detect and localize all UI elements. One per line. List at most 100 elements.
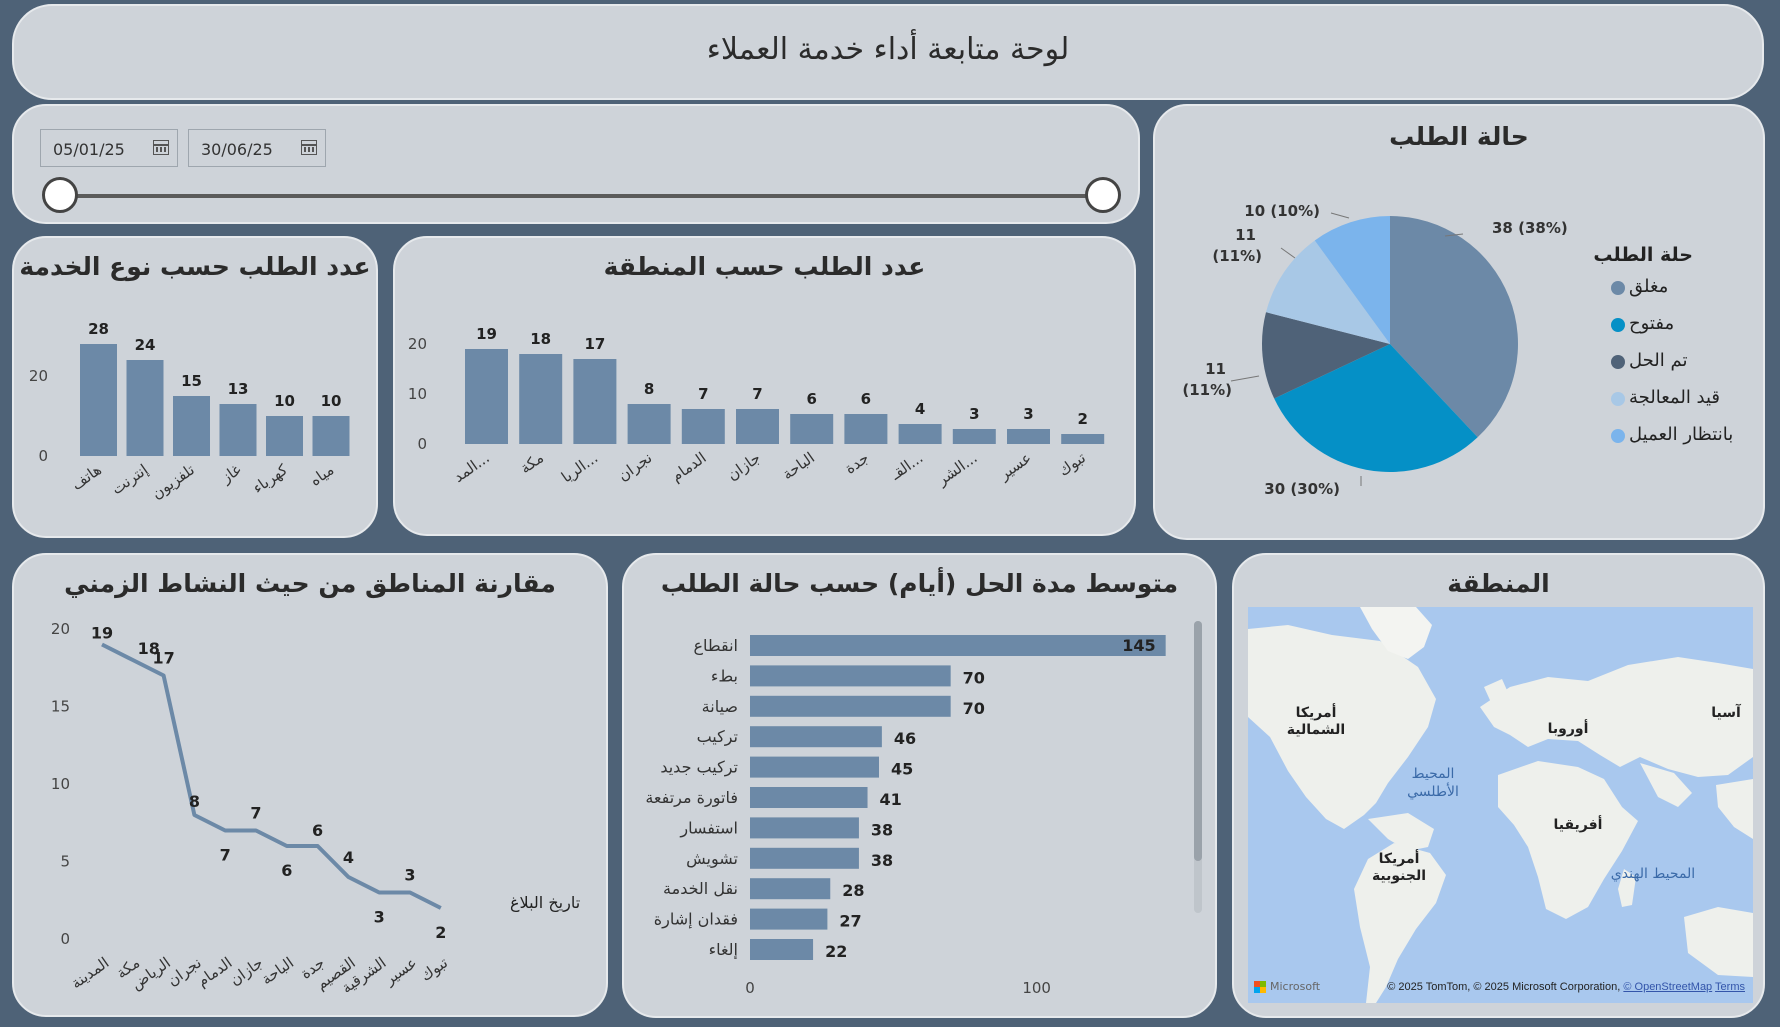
data-label: 38 (38%) [1492,219,1568,237]
data-label: 3 [404,866,415,885]
x-tick-label: عسير [380,954,420,989]
region-bar-chart: 0 10 20 19 المد... 18 مكة 17 الريا... 8 نجران 7 الدم… [408,325,1105,489]
data-label-pct: (11%) [1182,381,1232,399]
data-label: 27 [839,912,861,931]
data-label: 70 [963,668,985,687]
data-label: 11 [1205,360,1226,378]
world-map[interactable]: أمريكا الشمالية أمريكا الجنوبية أوروبا أ… [1248,607,1753,1003]
legend-label[interactable]: بانتظار العميل [1629,424,1734,445]
label-atlantic: المحيط الأطلسي [1407,766,1459,800]
data-label: 7 [250,804,261,823]
data-label: 2 [1077,410,1087,428]
y-tick-label: استفسار [679,818,738,838]
bar [750,908,828,930]
data-label: 15 [181,372,202,390]
osm-link[interactable]: © OpenStreetMap [1623,981,1713,993]
slider-start-handle[interactable] [42,177,78,213]
line-legend: تاريخ البلاغ [510,893,581,912]
status-panel: حالة الطلب 38 (38%) 30 (30%) 11 (11%) 11 (11%… [1153,104,1765,540]
legend-label[interactable]: قيد المعالجة [1629,387,1721,408]
data-label: 30 (30%) [1264,480,1340,498]
data-label: 11 [1235,226,1256,244]
bar [952,429,996,444]
x-tick-label: جدة [841,449,872,478]
y-tick-label: تشويش [686,849,738,869]
data-label: 4 [343,848,354,867]
y-tick-label: 5 [60,853,70,871]
y-tick-label: 0 [417,435,427,453]
bar [736,409,779,444]
bar [750,635,1166,656]
start-date-input[interactable]: 05/01/25 [40,129,178,167]
data-label: 6 [312,821,323,840]
bar [750,787,868,808]
y-tick-label: 20 [29,367,48,385]
x-tick-label: عسير [995,449,1035,484]
y-tick-label: انقطاع [693,636,738,656]
bar [750,665,951,687]
data-label: 10 [321,392,342,410]
data-label: 18 [530,330,551,348]
region-panel: عدد الطلب حسب المنطقة 0 10 20 19 المد... 18 مك… [393,236,1136,536]
attribution-text: © 2025 TomTom, © 2025 Microsoft Corporat… [1387,981,1624,993]
legend-label[interactable]: تم الحل [1629,350,1688,371]
x-tick-label: مياه [306,461,337,490]
calendar-icon[interactable] [153,140,169,155]
leader-line [1444,233,1464,237]
bar [750,756,879,778]
x-tick-label: الباحة [258,954,297,989]
leader-line [1330,212,1350,219]
terms-link[interactable]: Terms [1715,981,1745,993]
map-attribution: © 2025 TomTom, © 2025 Microsoft Corporat… [1387,981,1745,993]
timeline-panel: مقارنة المناطق من حيث النشاط الزمني 0 5 10… [12,553,608,1017]
x-tick-label: إنترنت [108,461,151,499]
legend-dot [1611,281,1625,295]
bar [844,414,888,444]
y-tick-label: 0 [60,930,70,948]
microsoft-logo-icon [1254,981,1266,993]
legend-dot [1611,429,1625,443]
bar [126,360,164,456]
date-filter-panel: 05/01/25 30/06/25 [12,104,1140,224]
y-tick-label: بطء [711,666,738,685]
data-label: 3 [374,908,385,927]
data-label: 46 [894,729,916,748]
label-north-america: أمريكا الشمالية [1286,705,1346,738]
label-asia: آسيا [1711,705,1741,721]
data-label: 7 [752,385,762,403]
y-tick-label: فقدان إشارة [654,910,738,930]
y-tick-label: 0 [38,447,48,465]
date-slider-track[interactable] [60,194,1102,198]
x-tick-label: تلفزيون [148,461,198,503]
data-label: 6 [861,390,871,408]
legend-title: حلة الطلب [1593,244,1693,266]
y-tick-label: 15 [51,698,70,716]
bar [750,817,859,839]
legend-label[interactable]: مغلق [1629,276,1669,297]
bar [750,939,814,960]
end-date-input[interactable]: 30/06/25 [188,129,326,167]
pie-slice [1262,312,1390,399]
calendar-icon[interactable] [301,140,317,155]
slider-end-handle[interactable] [1085,177,1121,213]
y-tick-label: صيانة [702,697,738,716]
data-label: 17 [584,335,605,353]
bar [465,349,508,444]
leader-line [1280,247,1296,259]
scrollbar-thumb[interactable] [1194,621,1202,861]
microsoft-logo-text: Microsoft [1270,980,1321,993]
end-date-value: 30/06/25 [201,140,273,159]
x-tick-label: الدمام [668,449,710,486]
series-line [101,642,442,910]
y-tick-label: إلغاء [709,940,738,959]
x-tick-label: هاتف [68,460,105,493]
x-tick-label: مكة [517,449,547,478]
data-label: 2 [435,923,446,942]
legend-label[interactable]: مفتوح [1629,313,1675,334]
y-tick-label: 20 [408,335,427,353]
data-label: 6 [281,861,292,880]
x-tick-label: 0 [745,979,755,997]
data-label: 10 (10%) [1244,202,1320,220]
data-label: 10 [274,392,295,410]
region-chart-title: عدد الطلب حسب المنطقة [603,252,926,281]
